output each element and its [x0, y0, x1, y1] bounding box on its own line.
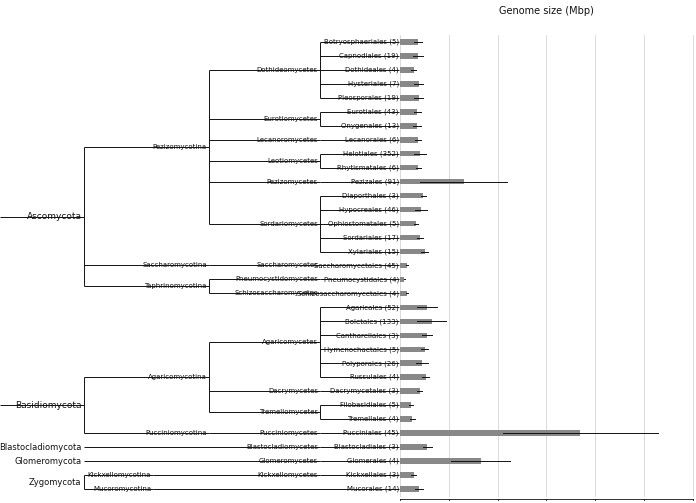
Text: Glomeromycota: Glomeromycota: [15, 457, 81, 466]
Bar: [400, 305, 427, 310]
Bar: [400, 472, 414, 478]
Text: Botryosphaeriales (5): Botryosphaeriales (5): [324, 39, 399, 45]
Text: Pleosporales (19): Pleosporales (19): [338, 95, 399, 101]
Text: Leotiomycetes: Leotiomycetes: [267, 157, 318, 163]
Text: Agaricales (52): Agaricales (52): [346, 304, 399, 311]
Text: Mucoromycotina: Mucoromycotina: [93, 486, 151, 492]
Bar: [400, 248, 425, 255]
Bar: [400, 95, 419, 101]
Text: Cantharellales (3): Cantharellales (3): [336, 332, 399, 339]
Text: Diaporthales (3): Diaporthales (3): [342, 192, 399, 199]
Bar: [400, 179, 464, 185]
Bar: [400, 374, 425, 380]
Text: Dothideomycetes: Dothideomycetes: [257, 67, 318, 73]
Text: Russulales (4): Russulales (4): [350, 374, 399, 380]
Text: Mucorales (14): Mucorales (14): [347, 486, 399, 492]
Bar: [400, 221, 416, 226]
Text: Rhytismatales (6): Rhytismatales (6): [337, 164, 399, 171]
Text: Tremellales (4): Tremellales (4): [347, 416, 399, 423]
Text: Agaricomycetes: Agaricomycetes: [262, 340, 318, 346]
Bar: [400, 207, 421, 212]
Text: Basidiomycota: Basidiomycota: [15, 401, 81, 410]
Text: Glomerales (4): Glomerales (4): [347, 458, 399, 464]
Bar: [400, 165, 418, 171]
Text: Glomeromycetes: Glomeromycetes: [259, 458, 318, 464]
Text: Pezizales (91): Pezizales (91): [351, 179, 399, 185]
Text: Taphrinomycotina: Taphrinomycotina: [144, 283, 207, 289]
Text: Capnodiales (19): Capnodiales (19): [340, 53, 399, 59]
Text: Pezizomycotina: Pezizomycotina: [152, 144, 207, 150]
Text: Hypocreales (46): Hypocreales (46): [339, 206, 399, 213]
Text: Sordariales (17): Sordariales (17): [343, 234, 399, 241]
Text: Pezizomycetes: Pezizomycetes: [267, 179, 318, 185]
Bar: [400, 109, 417, 115]
Text: Dacrymycetales (3): Dacrymycetales (3): [331, 388, 399, 394]
Bar: [400, 458, 480, 464]
Text: Schizosaccharomycetes: Schizosaccharomycetes: [235, 290, 318, 296]
Bar: [400, 388, 420, 394]
Text: Polyporales (26): Polyporales (26): [342, 360, 399, 367]
Text: Zygomycota: Zygomycota: [29, 477, 81, 486]
Bar: [400, 486, 419, 492]
Text: Blastocladiomycetes: Blastocladiomycetes: [246, 444, 318, 450]
Bar: [400, 347, 425, 352]
Bar: [400, 444, 427, 450]
Text: Dothideales (4): Dothideales (4): [345, 66, 399, 73]
Text: Genome size (Mbp): Genome size (Mbp): [499, 6, 594, 16]
Text: Agaricomycotina: Agaricomycotina: [148, 374, 207, 380]
Bar: [400, 402, 411, 408]
Text: Schizosaccharomycetales (4): Schizosaccharomycetales (4): [296, 290, 399, 297]
Bar: [400, 361, 422, 366]
Bar: [400, 235, 420, 240]
Text: Pneumocystidomycetes: Pneumocystidomycetes: [235, 277, 318, 283]
Bar: [400, 137, 418, 142]
Bar: [400, 123, 417, 129]
Bar: [400, 81, 419, 87]
Text: Kickxellales (3): Kickxellales (3): [346, 472, 399, 478]
Text: Blastocladiales (3): Blastocladiales (3): [334, 444, 399, 450]
Text: Helotiales (352): Helotiales (352): [343, 150, 399, 157]
Text: Saccharomycetes: Saccharomycetes: [256, 263, 318, 269]
Text: Pneumocystidales (4): Pneumocystidales (4): [324, 276, 399, 283]
Text: Filobasidiales (5): Filobasidiales (5): [340, 402, 399, 408]
Text: Pucciniomycetes: Pucciniomycetes: [260, 430, 318, 436]
Text: Onygenales (13): Onygenales (13): [341, 123, 399, 129]
Text: Saccharomycetales (45): Saccharomycetales (45): [315, 262, 399, 269]
Text: Tremellomycetes: Tremellomycetes: [259, 409, 318, 415]
Bar: [400, 39, 418, 45]
Bar: [400, 151, 420, 156]
Text: Boletales (133): Boletales (133): [345, 318, 399, 324]
Text: Hysteriales (7): Hysteriales (7): [347, 80, 399, 87]
Text: Eurotiales (43): Eurotiales (43): [347, 109, 399, 115]
Bar: [400, 318, 432, 324]
Text: Ascomycota: Ascomycota: [26, 212, 81, 221]
Bar: [400, 277, 404, 282]
Text: Eurotiomycetes: Eurotiomycetes: [264, 116, 318, 122]
Text: Dacrymycetes: Dacrymycetes: [268, 388, 318, 394]
Text: Lecanoromycetes: Lecanoromycetes: [257, 137, 318, 143]
Bar: [400, 263, 407, 268]
Bar: [400, 67, 414, 72]
Bar: [400, 332, 427, 338]
Text: Pucciniales (45): Pucciniales (45): [343, 430, 399, 437]
Bar: [400, 53, 418, 59]
Text: Lecanorales (6): Lecanorales (6): [345, 136, 399, 143]
Bar: [400, 416, 412, 422]
Text: Sordariomycetes: Sordariomycetes: [260, 220, 318, 226]
Text: Ophiostomatales (5): Ophiostomatales (5): [328, 220, 399, 227]
Bar: [400, 431, 580, 436]
Text: Pucciniomycotina: Pucciniomycotina: [145, 430, 207, 436]
Bar: [400, 193, 423, 198]
Text: Blastocladiomycota: Blastocladiomycota: [0, 443, 81, 452]
Text: Xylariales (15): Xylariales (15): [348, 248, 399, 255]
Text: Saccharomycotina: Saccharomycotina: [142, 263, 207, 269]
Bar: [400, 291, 406, 296]
Text: Kickxellomycotina: Kickxellomycotina: [88, 472, 151, 478]
Text: Hymenochaetales (5): Hymenochaetales (5): [324, 346, 399, 353]
Text: Kickxellomycetes: Kickxellomycetes: [258, 472, 318, 478]
